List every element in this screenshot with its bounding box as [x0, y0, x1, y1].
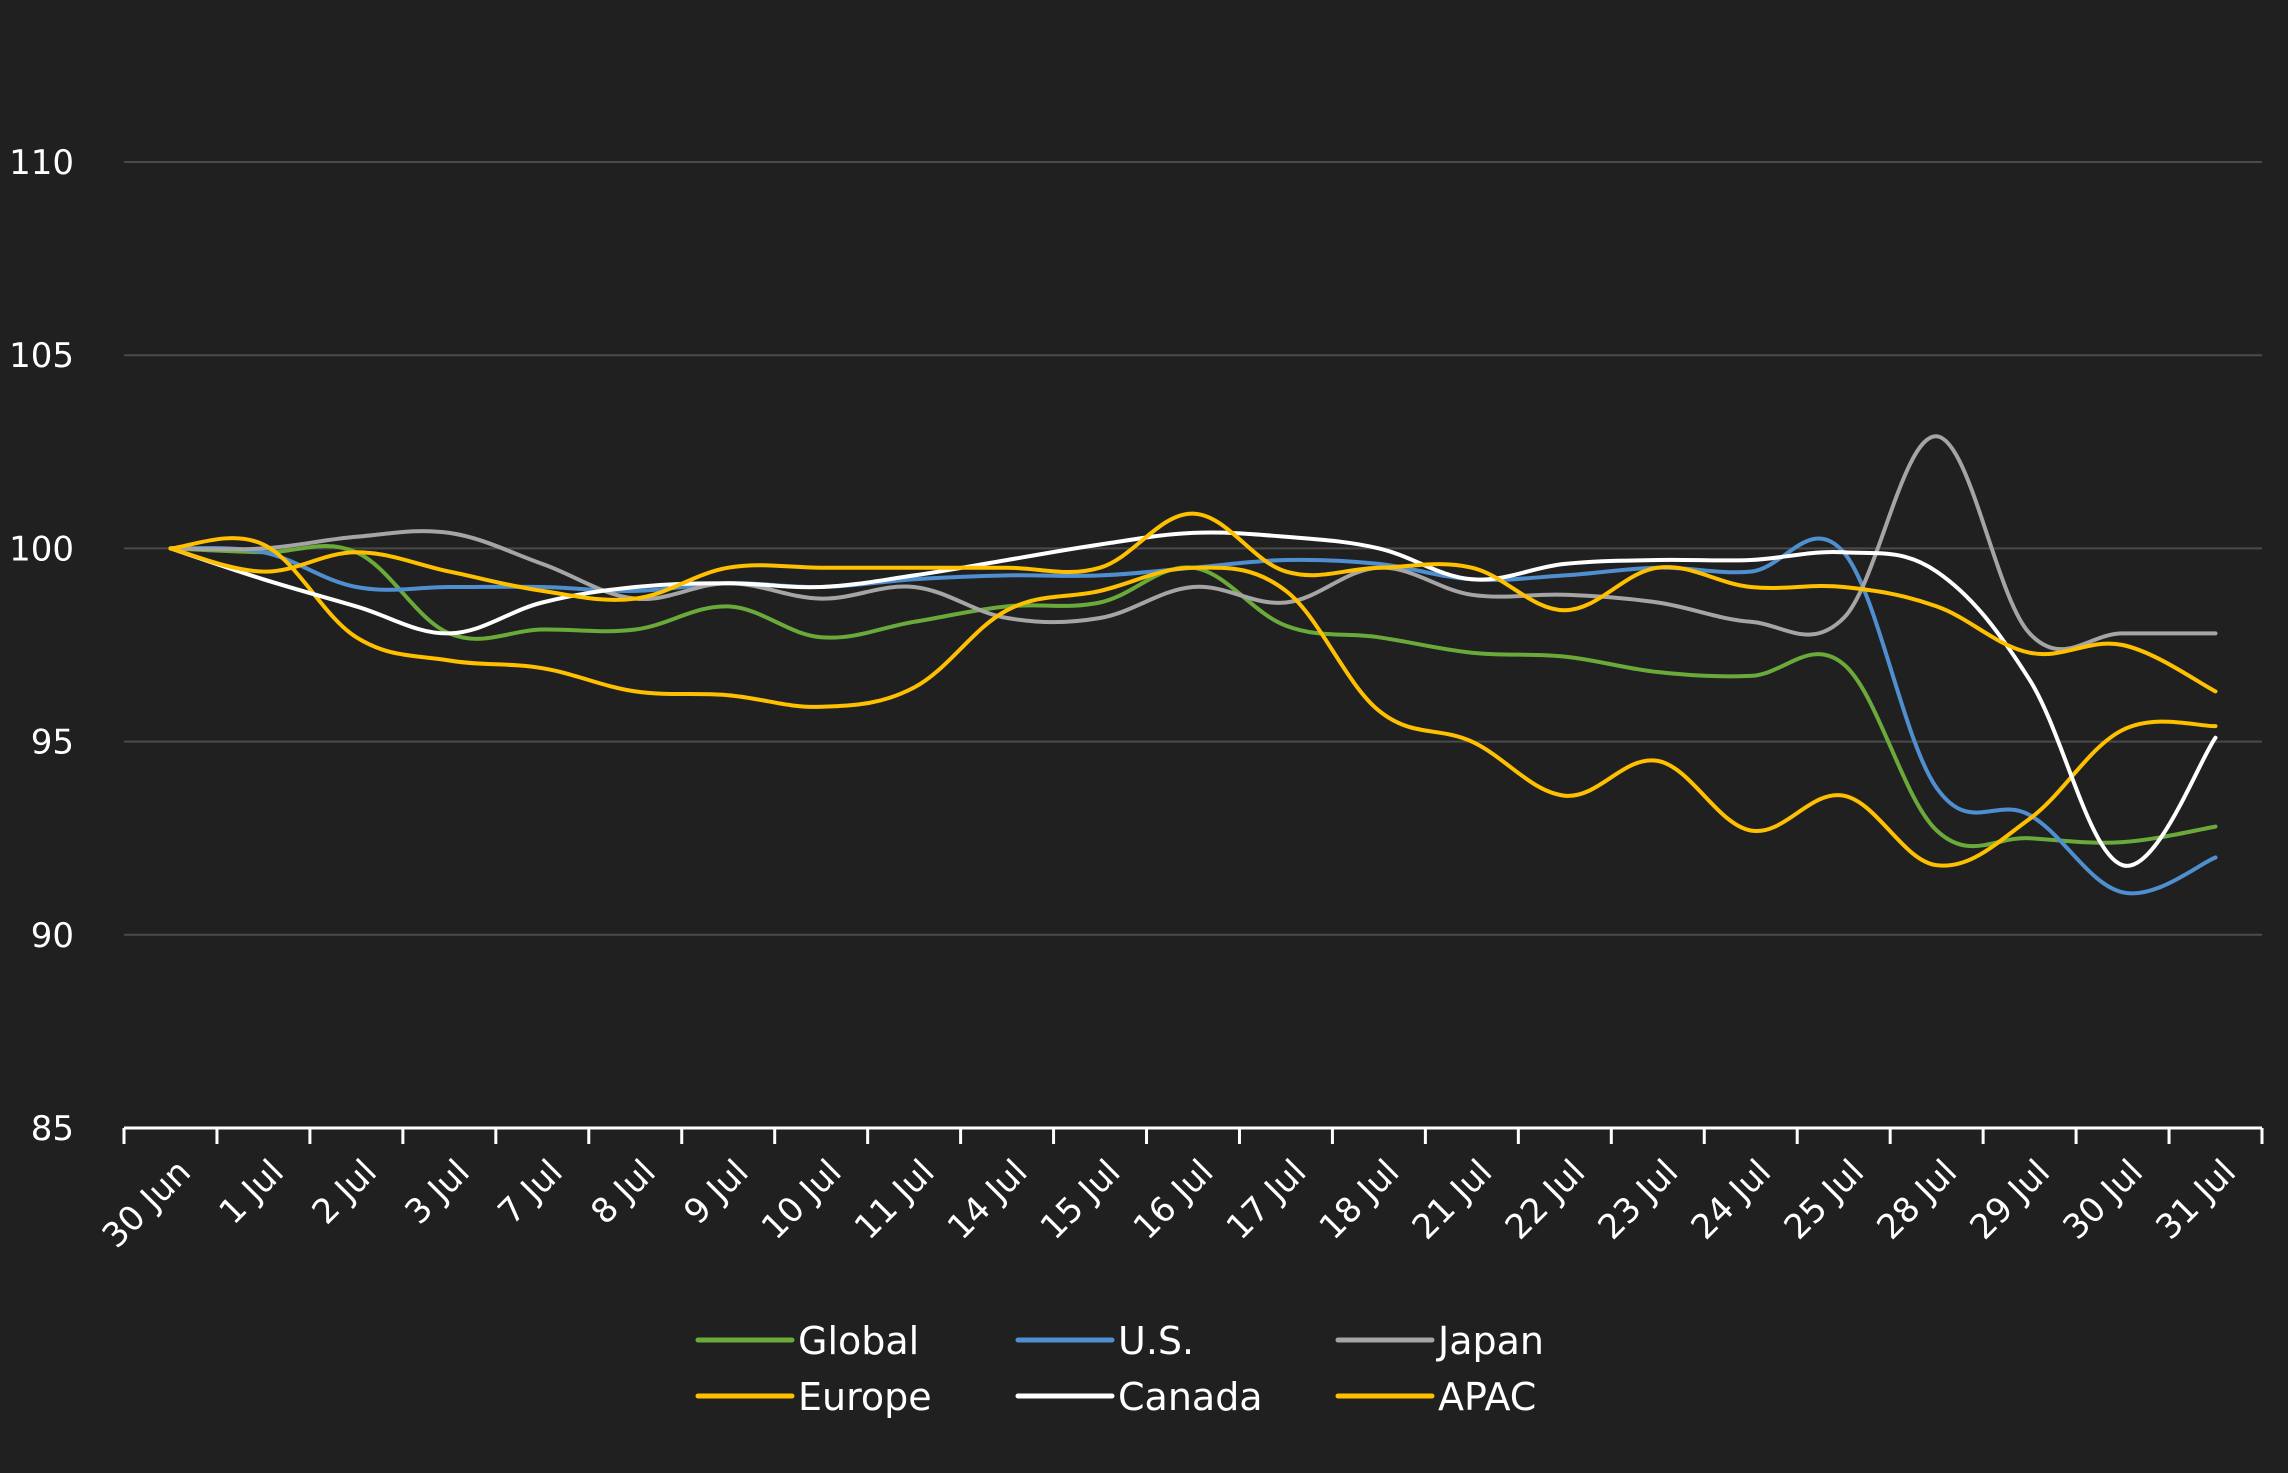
x-axis [122, 1126, 2264, 1144]
legend-label: Canada [1118, 1375, 1263, 1419]
x-tick-label: 24 Jul [1684, 1152, 1780, 1248]
legend-item-europe: Europe [695, 1375, 932, 1419]
legend-item-apac: APAC [1335, 1375, 1536, 1419]
x-tick-label: 30 Jul [2055, 1152, 2151, 1248]
x-tick-label: 15 Jul [1033, 1152, 1129, 1248]
y-tick-label: 95 [31, 723, 74, 763]
legend-item-canada: Canada [1015, 1375, 1263, 1419]
y-tick-label: 85 [31, 1109, 74, 1149]
x-tick-label: 25 Jul [1777, 1152, 1873, 1248]
x-tick-label: 7 Jul [490, 1152, 570, 1232]
series-line-apac [168, 511, 2218, 694]
series-line-global [168, 544, 2218, 849]
series-line-japan [168, 434, 2218, 652]
legend-item-japan: Japan [1335, 1319, 1544, 1363]
x-tick-label: 16 Jul [1126, 1152, 1222, 1248]
y-tick-label: 105 [9, 336, 74, 376]
x-tick-label: 11 Jul [847, 1152, 943, 1248]
series-line-canada [168, 530, 2218, 868]
legend-label: Global [798, 1319, 919, 1363]
y-tick-label: 110 [9, 143, 74, 183]
x-tick-label: 23 Jul [1591, 1152, 1687, 1248]
series-line-europe [168, 536, 2218, 868]
x-tick-label: 21 Jul [1405, 1152, 1501, 1248]
x-tick-label: 28 Jul [1869, 1152, 1965, 1248]
series-lines [168, 434, 2218, 896]
legend-label: U.S. [1118, 1319, 1194, 1363]
legend-item-u-s: U.S. [1015, 1319, 1194, 1363]
x-tick-label: 2 Jul [305, 1152, 385, 1232]
legend: Global U.S. Japan Europe Canada APAC [695, 1319, 1544, 1419]
x-tick-label: 8 Jul [583, 1152, 663, 1232]
y-tick-label: 90 [31, 916, 74, 956]
x-tick-label: 3 Jul [397, 1152, 477, 1232]
legend-label: Japan [1436, 1319, 1544, 1363]
legend-item-global: Global [695, 1319, 919, 1363]
x-tick-label: 18 Jul [1312, 1152, 1408, 1248]
x-tick-label: 17 Jul [1219, 1152, 1315, 1248]
series-line-u-s [168, 536, 2218, 896]
x-tick-label: 31 Jul [2148, 1152, 2244, 1248]
x-tick-label: 9 Jul [676, 1152, 756, 1232]
x-tick-label: 14 Jul [940, 1152, 1036, 1248]
x-tick-label: 22 Jul [1498, 1152, 1594, 1248]
gridlines [124, 161, 2262, 936]
x-tick-label: 10 Jul [754, 1152, 850, 1248]
x-tick-label: 30 Jun [95, 1152, 199, 1256]
x-tick-label: 1 Jul [212, 1152, 292, 1232]
y-tick-label: 100 [9, 529, 74, 569]
legend-label: APAC [1438, 1375, 1536, 1419]
x-tick-label: 29 Jul [1962, 1152, 2058, 1248]
legend-label: Europe [798, 1375, 932, 1419]
y-axis-labels: 85 90 95 100 105 110 [9, 143, 74, 1149]
